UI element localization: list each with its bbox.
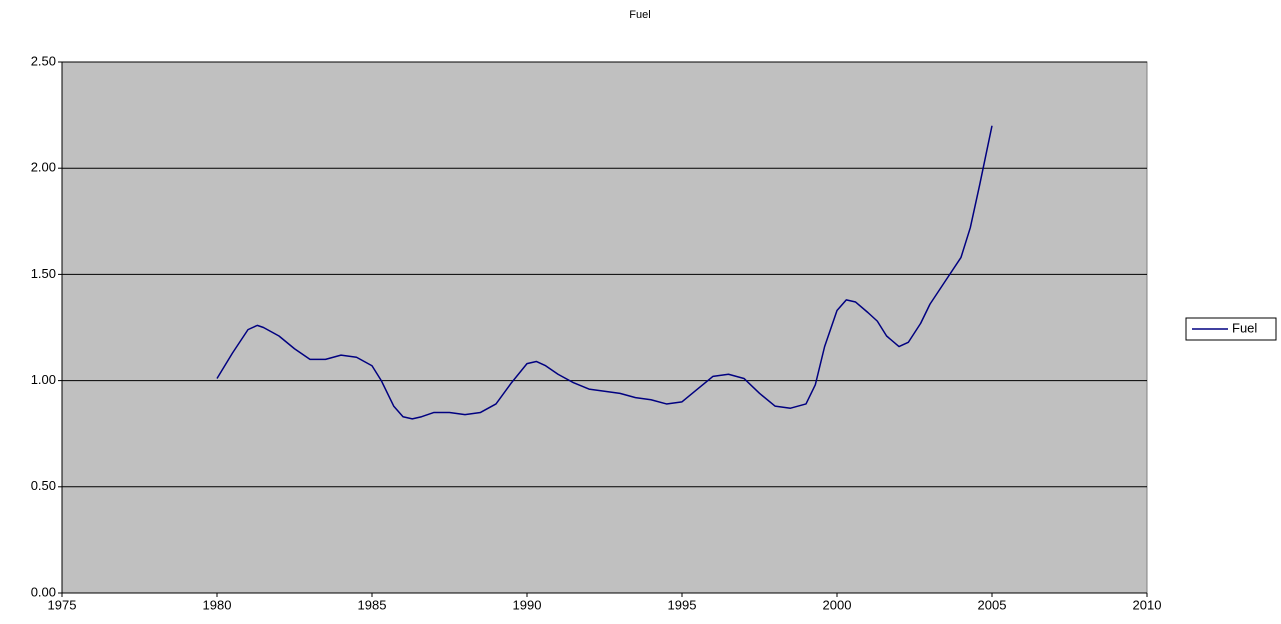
y-tick-label: 2.50 bbox=[31, 53, 56, 68]
legend-box bbox=[1185, 317, 1277, 341]
x-tick-label: 1980 bbox=[203, 597, 232, 612]
x-tick-label: 2000 bbox=[823, 597, 852, 612]
y-tick-label: 2.00 bbox=[31, 160, 56, 175]
plot-area bbox=[61, 61, 1148, 594]
y-tick-label: 0.00 bbox=[31, 584, 56, 599]
x-tick-label: 1985 bbox=[358, 597, 387, 612]
series-line bbox=[216, 125, 993, 420]
y-tick-label: 1.50 bbox=[31, 266, 56, 281]
y-tick-label: 0.50 bbox=[31, 478, 56, 493]
x-tick-label: 1975 bbox=[48, 597, 77, 612]
x-tick-label: 2010 bbox=[1133, 597, 1162, 612]
x-tick-label: 1995 bbox=[668, 597, 697, 612]
legend-label: Fuel bbox=[1232, 320, 1257, 335]
y-tick-label: 1.00 bbox=[31, 372, 56, 387]
chart-title: Fuel bbox=[629, 9, 650, 21]
x-tick-label: 2005 bbox=[978, 597, 1007, 612]
x-tick-label: 1990 bbox=[513, 597, 542, 612]
